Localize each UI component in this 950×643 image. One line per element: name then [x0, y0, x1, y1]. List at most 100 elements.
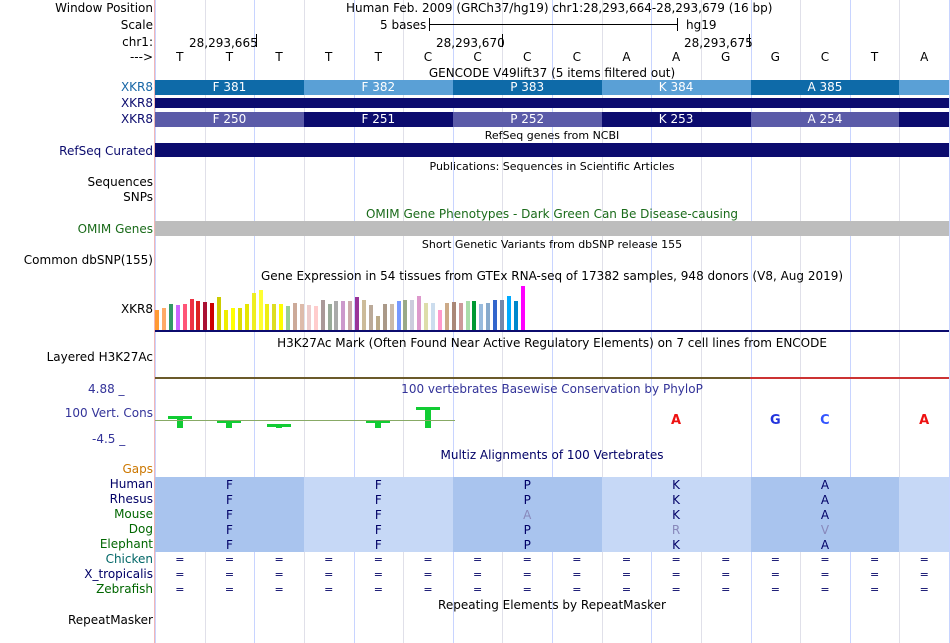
gtex-tissue-bar[interactable]	[403, 300, 408, 330]
gtex-tissue-bar[interactable]	[244, 304, 249, 330]
alignment-block[interactable]	[155, 507, 304, 522]
species-label[interactable]: Dog	[128, 522, 153, 536]
gtex-tissue-bar[interactable]	[251, 293, 256, 330]
gtex-tissue-bar[interactable]	[155, 310, 159, 330]
alignment-block[interactable]	[155, 492, 304, 507]
gtex-tissue-bar[interactable]	[320, 300, 325, 330]
gtex-tissue-bar[interactable]	[465, 301, 470, 330]
gtex-tissue-bar[interactable]	[472, 301, 477, 330]
gtex-tissue-bar[interactable]	[327, 304, 332, 330]
gtex-tissue-bar[interactable]	[210, 303, 215, 330]
gtex-tissue-bar[interactable]	[444, 303, 449, 330]
gtex-tissue-bar[interactable]	[348, 301, 353, 330]
codon-cell[interactable]: F 250	[155, 112, 304, 127]
species-label[interactable]: Chicken	[105, 552, 153, 566]
gtex-tissue-bar[interactable]	[341, 301, 346, 330]
gtex-tissue-bar[interactable]	[237, 308, 242, 330]
alignment-block[interactable]	[452, 537, 602, 552]
gtex-tissue-bar[interactable]	[334, 301, 339, 330]
gtex-tissue-bar[interactable]	[299, 304, 304, 330]
gtex-tissue-bar[interactable]	[265, 304, 270, 330]
gtex-tissue-bar[interactable]	[203, 302, 208, 330]
h3k27ac-signal-left[interactable]	[155, 377, 750, 379]
codon-cell[interactable]: P 252	[452, 112, 602, 127]
alignment-block[interactable]	[601, 522, 751, 537]
codon-cell[interactable]: K 384	[601, 80, 751, 95]
gencode-row-1-label[interactable]: XKR8	[120, 80, 153, 94]
alignment-block[interactable]	[303, 477, 453, 492]
alignment-block[interactable]	[601, 492, 751, 507]
gtex-tissue-bar[interactable]	[493, 300, 498, 330]
refseq-label[interactable]: RefSeq Curated	[59, 144, 153, 158]
alignment-block[interactable]	[601, 477, 751, 492]
gtex-label[interactable]: XKR8	[120, 302, 153, 316]
gtex-tissue-bar[interactable]	[375, 316, 380, 330]
gtex-tissue-bar[interactable]	[479, 304, 484, 330]
alignment-block[interactable]	[155, 477, 304, 492]
h3k27ac-signal-right[interactable]	[750, 377, 949, 379]
alignment-block[interactable]	[452, 507, 602, 522]
codon-cell[interactable]: A 254	[750, 112, 900, 127]
gtex-tissue-bar[interactable]	[313, 306, 318, 330]
repeatmasker-title[interactable]: Repeating Elements by RepeatMasker	[438, 598, 666, 612]
alignment-block[interactable]	[750, 507, 900, 522]
alignment-block[interactable]	[303, 492, 453, 507]
gtex-tissue-bar[interactable]	[286, 306, 291, 330]
gencode-row-2-label[interactable]: XKR8	[120, 96, 153, 110]
gtex-tissue-bar[interactable]	[224, 310, 228, 330]
h3k27ac-label[interactable]: Layered H3K27Ac	[46, 350, 153, 364]
species-label[interactable]: Human	[109, 477, 153, 491]
phylop-label[interactable]: 100 Vert. Cons	[64, 406, 153, 420]
gtex-tissue-bar[interactable]	[306, 305, 311, 330]
gtex-tissue-bar[interactable]	[161, 308, 166, 330]
gtex-tissue-bar[interactable]	[458, 303, 463, 330]
refseq-bar[interactable]	[155, 143, 949, 157]
alignment-block[interactable]	[899, 492, 949, 507]
alignment-block[interactable]	[899, 522, 949, 537]
alignment-block[interactable]	[452, 477, 602, 492]
codon-cell[interactable]: P 383	[452, 80, 602, 95]
alignment-block[interactable]	[303, 507, 453, 522]
alignment-block[interactable]	[601, 507, 751, 522]
gtex-tissue-bar[interactable]	[368, 305, 373, 330]
omim-bar[interactable]	[155, 221, 949, 236]
alignment-block[interactable]	[899, 537, 949, 552]
alignment-block[interactable]	[303, 537, 453, 552]
alignment-block[interactable]	[750, 477, 900, 492]
gtex-tissue-bar[interactable]	[230, 308, 235, 330]
codon-cell-partial[interactable]	[899, 80, 949, 95]
alignment-block[interactable]	[303, 522, 453, 537]
gtex-tissue-bar[interactable]	[175, 305, 180, 330]
species-label[interactable]: Elephant	[99, 537, 153, 551]
sequences-label[interactable]: Sequences	[87, 175, 153, 189]
gtex-tissue-bar[interactable]	[293, 303, 297, 330]
alignment-block[interactable]	[750, 522, 900, 537]
codon-cell[interactable]: F 382	[303, 80, 453, 95]
gtex-tissue-bar[interactable]	[362, 300, 366, 330]
codon-cell[interactable]: F 251	[303, 112, 453, 127]
dbsnp-label[interactable]: Common dbSNP(155)	[23, 253, 153, 267]
gtex-bars[interactable]	[155, 284, 535, 330]
alignment-block[interactable]	[899, 477, 949, 492]
gtex-tissue-bar[interactable]	[437, 310, 442, 330]
species-label[interactable]: X_tropicalis	[84, 567, 153, 581]
gtex-tissue-bar[interactable]	[355, 297, 360, 330]
species-label[interactable]: Zebrafish	[96, 582, 153, 596]
alignment-block[interactable]	[750, 492, 900, 507]
snps-label[interactable]: SNPs	[123, 190, 153, 204]
codon-cell[interactable]: F 381	[155, 80, 304, 95]
gencode-row-2-bar[interactable]	[155, 98, 949, 108]
repeatmasker-label[interactable]: RepeatMasker	[67, 613, 153, 627]
alignment-block[interactable]	[155, 537, 304, 552]
gtex-tissue-bar[interactable]	[168, 304, 173, 330]
gtex-tissue-bar[interactable]	[182, 304, 187, 330]
gtex-tissue-bar[interactable]	[486, 303, 491, 330]
species-label[interactable]: Rhesus	[109, 492, 153, 506]
gaps-label[interactable]: Gaps	[122, 462, 153, 476]
omim-label[interactable]: OMIM Genes	[77, 222, 153, 236]
alignment-block[interactable]	[452, 492, 602, 507]
gtex-tissue-bar[interactable]	[410, 300, 415, 330]
gtex-tissue-bar[interactable]	[196, 301, 201, 330]
gencode-title[interactable]: GENCODE V49lift37 (5 items filtered out)	[428, 66, 676, 80]
gtex-tissue-bar[interactable]	[217, 297, 222, 330]
